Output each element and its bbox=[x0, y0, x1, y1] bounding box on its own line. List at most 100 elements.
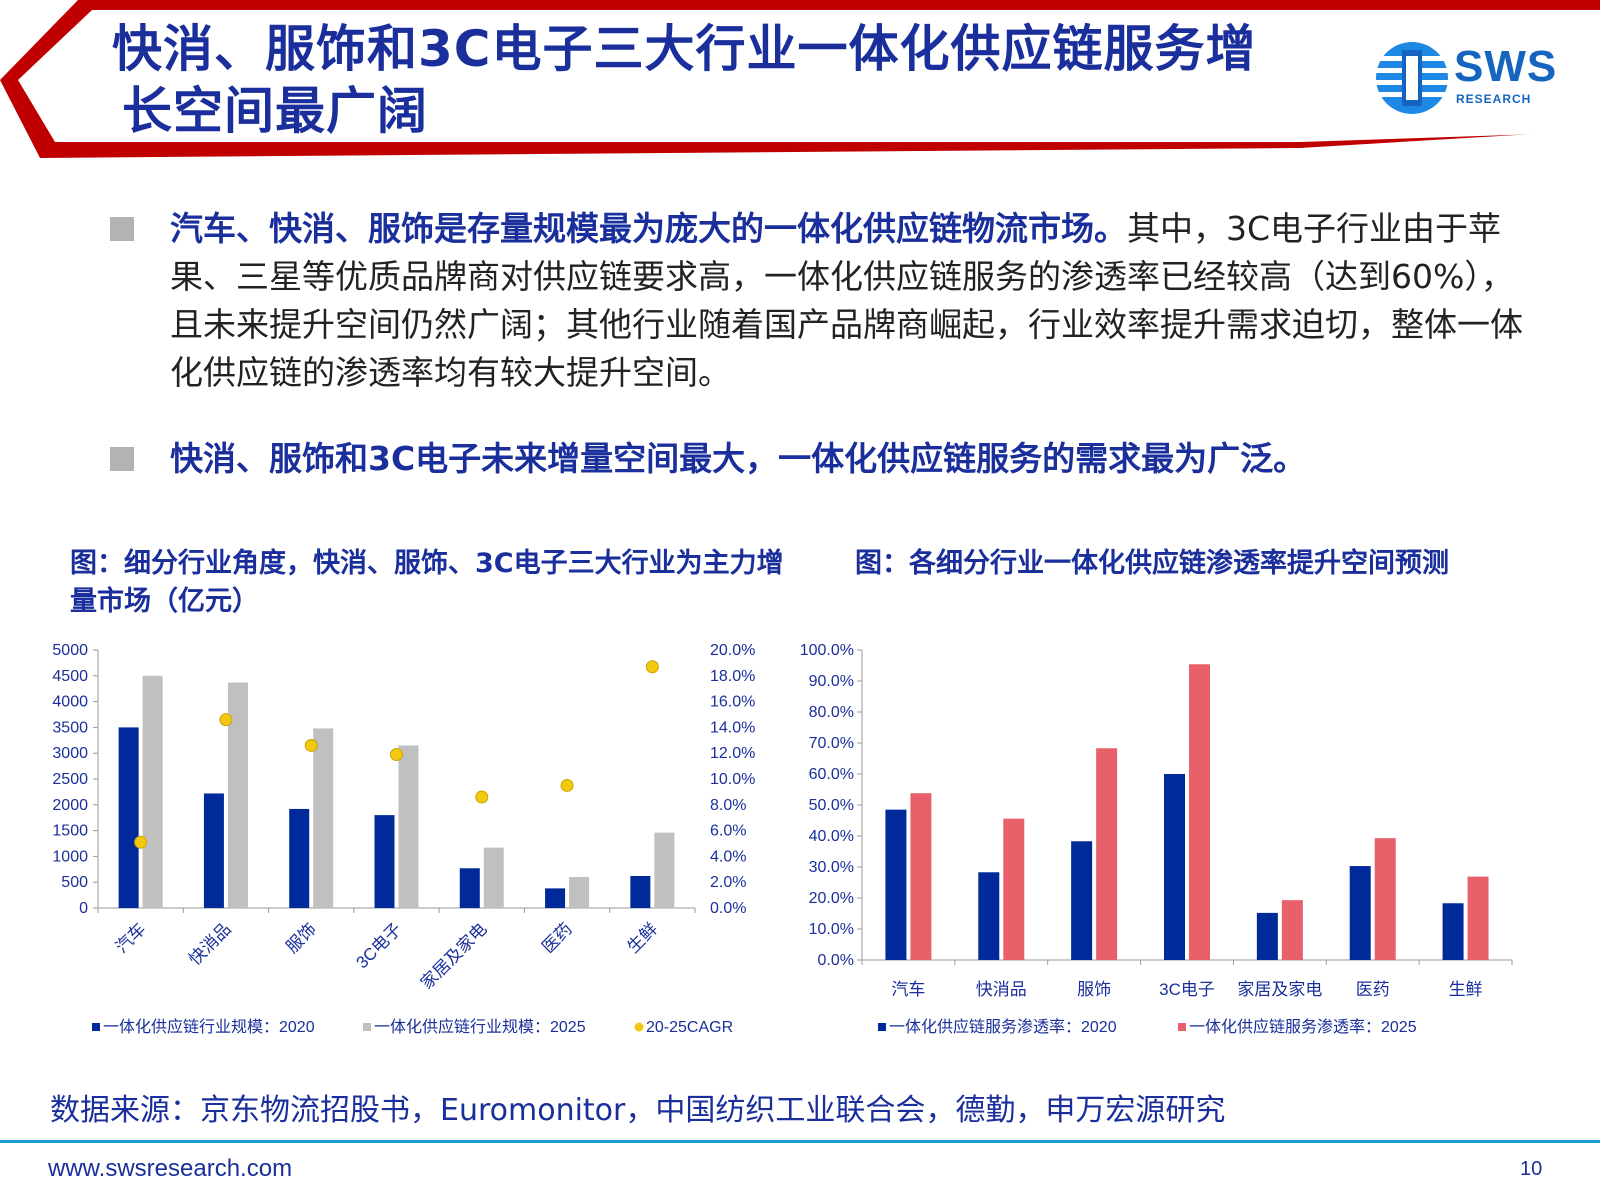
cagr-point-家居及家电 bbox=[475, 790, 489, 804]
bar-2025-生鲜 bbox=[654, 832, 675, 908]
logo-text: SWS bbox=[1454, 42, 1558, 91]
title-line1: 快消、服饰和3C电子三大行业一体化供应链服务增 bbox=[112, 20, 1257, 78]
title-line2: 长空间最广阔 bbox=[122, 82, 428, 140]
bullet-1-emphasis: 汽车、快消、服饰是存量规模最为庞大的一体化供应链物流市场。 bbox=[170, 209, 1127, 248]
y-tick-label: 70.0% bbox=[809, 735, 854, 752]
legend-label-2025: 一体化供应链服务渗透率：2025 bbox=[1189, 1017, 1417, 1036]
cagr-point-3C电子 bbox=[390, 747, 403, 761]
y-left-tick-label: 0 bbox=[79, 900, 88, 917]
y-right-tick-label: 10.0% bbox=[710, 771, 755, 788]
legend-swatch-cagr bbox=[634, 1022, 644, 1032]
x-tick-label: 医药 bbox=[1356, 980, 1390, 999]
y-tick-label: 20.0% bbox=[809, 890, 854, 907]
bullet-2-text: 快消、服饰和3C电子未来增量空间最大，一体化供应链服务的需求最为广泛。 bbox=[170, 435, 1540, 483]
legend-swatch-2025 bbox=[363, 1023, 371, 1031]
x-tick-label: 3C电子 bbox=[1159, 980, 1215, 999]
y-tick-label: 100.0% bbox=[800, 642, 854, 659]
cagr-point-医药 bbox=[560, 778, 574, 792]
bar-2025-医药 bbox=[569, 877, 590, 908]
y-tick-label: 90.0% bbox=[809, 673, 854, 690]
bullet-1: 汽车、快消、服饰是存量规模最为庞大的一体化供应链物流市场。其中，3C电子行业由于… bbox=[110, 205, 1540, 405]
y-right-tick-label: 0.0% bbox=[710, 900, 746, 917]
legend-label-cagr: 20-25CAGR bbox=[646, 1019, 733, 1036]
x-tick-label: 家居及家电 bbox=[417, 919, 491, 993]
legend-label-2020: 一体化供应链行业规模：2020 bbox=[103, 1017, 315, 1036]
bullet-2-emphasis: 快消、服饰和3C电子未来增量空间最大，一体化供应链服务的需求最为广泛。 bbox=[170, 439, 1307, 478]
y-tick-label: 50.0% bbox=[809, 797, 854, 814]
bar-2025-汽车 bbox=[142, 675, 163, 908]
y-right-tick-label: 2.0% bbox=[710, 874, 746, 891]
bar-2020-生鲜 bbox=[630, 876, 651, 908]
y-tick-label: 80.0% bbox=[809, 704, 854, 721]
bar-2020-服饰 bbox=[1071, 841, 1093, 960]
x-tick-label: 服饰 bbox=[1077, 980, 1111, 999]
bar-2020-汽车 bbox=[118, 727, 139, 908]
cagr-point-服饰 bbox=[304, 738, 318, 752]
sws-logo: SWS RESEARCH bbox=[1366, 36, 1566, 116]
y-right-tick-label: 6.0% bbox=[710, 823, 746, 840]
bar-2025-医药 bbox=[1374, 838, 1396, 960]
y-tick-label: 60.0% bbox=[809, 766, 854, 783]
bar-2020-家居及家电 bbox=[1256, 912, 1278, 960]
x-tick-label: 快消品 bbox=[976, 980, 1027, 999]
bar-2020-医药 bbox=[1349, 866, 1371, 960]
x-tick-label: 家居及家电 bbox=[1237, 980, 1322, 999]
y-tick-label: 0.0% bbox=[818, 952, 854, 969]
x-tick-label: 汽车 bbox=[891, 980, 925, 999]
page-number: 10 bbox=[1520, 1158, 1543, 1180]
bar-2025-3C电子 bbox=[1189, 664, 1210, 960]
y-left-tick-label: 4000 bbox=[52, 694, 88, 711]
chart-right-penetration: 0.0% 10.0% 20.0% 30.0% 40.0% 50.0% 60.0% 70.0% 8… bbox=[800, 642, 1513, 1036]
bar-2025-汽车 bbox=[910, 793, 932, 960]
y-left-tick-label: 1500 bbox=[52, 823, 88, 840]
y-right-tick-label: 12.0% bbox=[710, 745, 755, 762]
x-tick-label: 快消品 bbox=[185, 919, 234, 968]
bar-2020-家居及家电 bbox=[459, 868, 480, 908]
y-left-tick-label: 3000 bbox=[52, 745, 88, 762]
bar-2020-生鲜 bbox=[1442, 903, 1464, 960]
cagr-point-生鲜 bbox=[645, 660, 659, 674]
y-right-tick-label: 16.0% bbox=[710, 694, 755, 711]
footer-divider bbox=[0, 1140, 1600, 1143]
bar-2025-快消品 bbox=[227, 682, 248, 908]
x-tick-label: 医药 bbox=[538, 919, 575, 956]
bar-2025-生鲜 bbox=[1467, 876, 1489, 960]
bar-2025-服饰 bbox=[1096, 748, 1118, 960]
y-left-tick-label: 5000 bbox=[52, 642, 88, 659]
chart-right-title: 图：各细分行业一体化供应链渗透率提升空间预测 bbox=[855, 548, 1449, 579]
legend-label-2020: 一体化供应链服务渗透率：2020 bbox=[889, 1017, 1117, 1036]
bar-2020-3C电子 bbox=[1164, 774, 1185, 960]
y-left-tick-label: 500 bbox=[61, 874, 88, 891]
page-title: 快消、服饰和3C电子三大行业一体化供应链服务增 长空间最广阔 bbox=[112, 18, 1332, 142]
header-band bbox=[0, 0, 1600, 158]
y-left-tick-label: 2500 bbox=[52, 771, 88, 788]
logo-subtext: RESEARCH bbox=[1456, 92, 1532, 106]
y-right-tick-label: 18.0% bbox=[710, 668, 755, 685]
legend-label-2025: 一体化供应链行业规模：2025 bbox=[374, 1017, 586, 1036]
y-right-tick-label: 20.0% bbox=[710, 642, 755, 659]
x-tick-label: 生鲜 bbox=[624, 919, 661, 956]
bar-2025-快消品 bbox=[1003, 818, 1025, 960]
y-left-tick-label: 4500 bbox=[52, 668, 88, 685]
bar-2025-家居及家电 bbox=[483, 847, 504, 908]
bullet-2: 快消、服饰和3C电子未来增量空间最大，一体化供应链服务的需求最为广泛。 bbox=[110, 435, 1540, 495]
data-source: 数据来源：京东物流招股书，Euromonitor，中国纺织工业联合会，德勤，申万… bbox=[50, 1093, 1226, 1128]
bullet-square-icon bbox=[110, 217, 134, 241]
y-tick-label: 30.0% bbox=[809, 859, 854, 876]
bullet-square-icon bbox=[110, 447, 134, 471]
footer-url-link[interactable]: www.swsresearch.com bbox=[48, 1155, 293, 1182]
bar-2020-快消品 bbox=[978, 872, 1000, 960]
legend-swatch-2025 bbox=[1178, 1023, 1186, 1031]
bar-2020-快消品 bbox=[203, 793, 224, 908]
y-left-tick-label: 3500 bbox=[52, 719, 88, 736]
bar-2020-汽车 bbox=[885, 809, 907, 960]
y-right-tick-label: 4.0% bbox=[710, 848, 746, 865]
bullet-1-rest: 其中，3C电子行业由于苹果、三星等优质品牌商对供应链要求高，一体化供应链服务的渗… bbox=[170, 209, 1523, 392]
x-tick-label: 3C电子 bbox=[352, 919, 405, 972]
logo-globe-icon bbox=[1376, 42, 1448, 114]
bullet-1-text: 汽车、快消、服饰是存量规模最为庞大的一体化供应链物流市场。其中，3C电子行业由于… bbox=[170, 205, 1540, 397]
bar-2025-服饰 bbox=[313, 728, 334, 908]
x-tick-label: 服饰 bbox=[283, 919, 320, 956]
cagr-point-汽车 bbox=[134, 835, 148, 849]
x-tick-label: 生鲜 bbox=[1449, 980, 1483, 999]
